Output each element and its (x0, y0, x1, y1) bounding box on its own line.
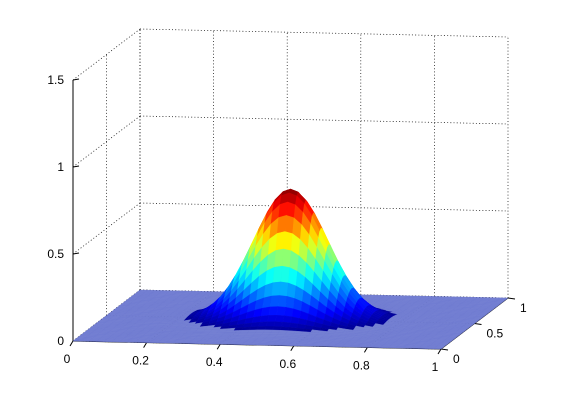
x-tick-mark (69, 340, 74, 347)
surface (72, 188, 509, 350)
z-tick-label: 0 (57, 334, 64, 348)
y-tick-mark (507, 297, 516, 300)
x-tick-label: 1 (432, 360, 439, 374)
x-tick-mark (143, 342, 148, 348)
surface-patch (284, 215, 295, 234)
grid-line (72, 28, 141, 81)
surface-patch (285, 296, 295, 310)
x-tick-mark (290, 345, 295, 352)
z-tick-mark (72, 252, 80, 255)
surface-patch (432, 347, 443, 350)
surface-patch (286, 282, 297, 299)
x-tick-label: 0 (64, 352, 71, 366)
z-tick-label: 1 (57, 160, 64, 174)
y-tick-label: 1 (520, 301, 527, 315)
surface-patch (282, 315, 293, 324)
y-tick-mark (440, 348, 449, 351)
z-tick-mark (72, 78, 80, 81)
x-tick-label: 0.4 (206, 355, 223, 369)
y-tick-label: 0.5 (487, 327, 504, 341)
surface-patch (286, 201, 296, 219)
x-tick-mark (216, 343, 221, 350)
z-tick-mark (72, 165, 80, 168)
z-tick-label: 0.5 (47, 247, 64, 261)
x-tick-label: 0.8 (353, 358, 370, 372)
surface-patch (283, 306, 294, 318)
surface-patch (283, 231, 293, 251)
grid-line (72, 202, 141, 255)
z-tick-label: 1.5 (47, 73, 64, 87)
grid-line (139, 202, 509, 212)
grid-line (139, 28, 509, 38)
x-tick-label: 0.6 (279, 357, 296, 371)
grid-line (139, 115, 509, 125)
y-tick-label: 0 (453, 352, 460, 366)
x-tick-mark (437, 348, 442, 355)
grid-line (72, 115, 141, 168)
x-tick-mark (363, 347, 368, 353)
x-tick-label: 0.2 (132, 354, 149, 368)
y-tick-mark (474, 323, 482, 325)
